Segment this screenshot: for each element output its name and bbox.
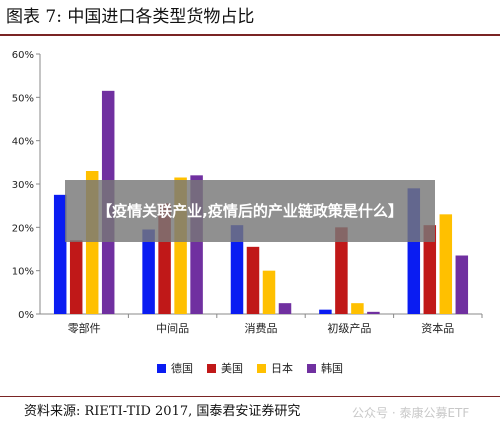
bar-3-4	[278, 303, 292, 314]
bar-4-1	[319, 309, 332, 314]
bar-1-2	[69, 240, 83, 314]
y-tick-label: 50%	[12, 93, 34, 104]
legend-label: 韩国	[321, 362, 343, 375]
title-rule	[0, 34, 500, 36]
x-tick-label: 零部件	[68, 321, 101, 335]
bar-3-1	[230, 225, 244, 314]
y-tick-label: 40%	[12, 137, 34, 148]
legend-swatch	[257, 363, 266, 373]
bar-5-2	[423, 225, 437, 314]
y-tick-label: 60%	[12, 50, 34, 61]
legend-swatch	[157, 363, 166, 373]
bar-4-2	[335, 227, 348, 314]
bar-1-1	[53, 194, 67, 314]
article-title-banner[interactable]: 【疫情关联产业,疫情后的产业链政策是什么】	[65, 180, 435, 242]
legend-item: 日本	[257, 360, 293, 376]
legend-item: 韩国	[307, 360, 343, 376]
x-tick-label: 资本品	[421, 321, 454, 335]
legend-label: 日本	[271, 362, 293, 375]
legend-item: 德国	[157, 360, 193, 376]
x-tick-label: 初级产品	[327, 321, 371, 335]
figure-title: 图表 7: 中国进口各类型货物占比	[6, 7, 255, 27]
bar-5-4	[455, 255, 469, 314]
article-title-text: 【疫情关联产业,疫情后的产业链政策是什么】	[97, 202, 403, 220]
legend-label: 美国	[221, 362, 243, 375]
source-note: 资料来源: RIETI-TID 2017, 国泰君安证券研究	[24, 404, 301, 419]
x-tick-label: 消费品	[245, 321, 278, 335]
watermark: 公众号 · 泰康公募ETF	[352, 406, 470, 420]
bar-3-3	[262, 270, 276, 314]
bar-4-4	[367, 311, 380, 314]
bar-2-1	[142, 229, 155, 314]
legend-item: 美国	[207, 360, 243, 376]
y-tick-label: 20%	[12, 223, 34, 234]
source-rule	[0, 396, 500, 397]
bar-5-3	[439, 214, 453, 314]
legend-swatch	[307, 363, 316, 373]
legend-label: 德国	[171, 362, 193, 375]
x-tick-label: 中间品	[156, 322, 189, 335]
chart-legend: 德国 美国 日本 韩国	[0, 360, 500, 376]
y-tick-label: 10%	[12, 267, 34, 278]
legend-swatch	[207, 363, 216, 373]
y-tick-label: 0%	[18, 310, 34, 321]
y-tick-label: 30%	[12, 180, 34, 191]
bar-3-2	[246, 246, 260, 314]
bar-4-3	[351, 303, 364, 314]
